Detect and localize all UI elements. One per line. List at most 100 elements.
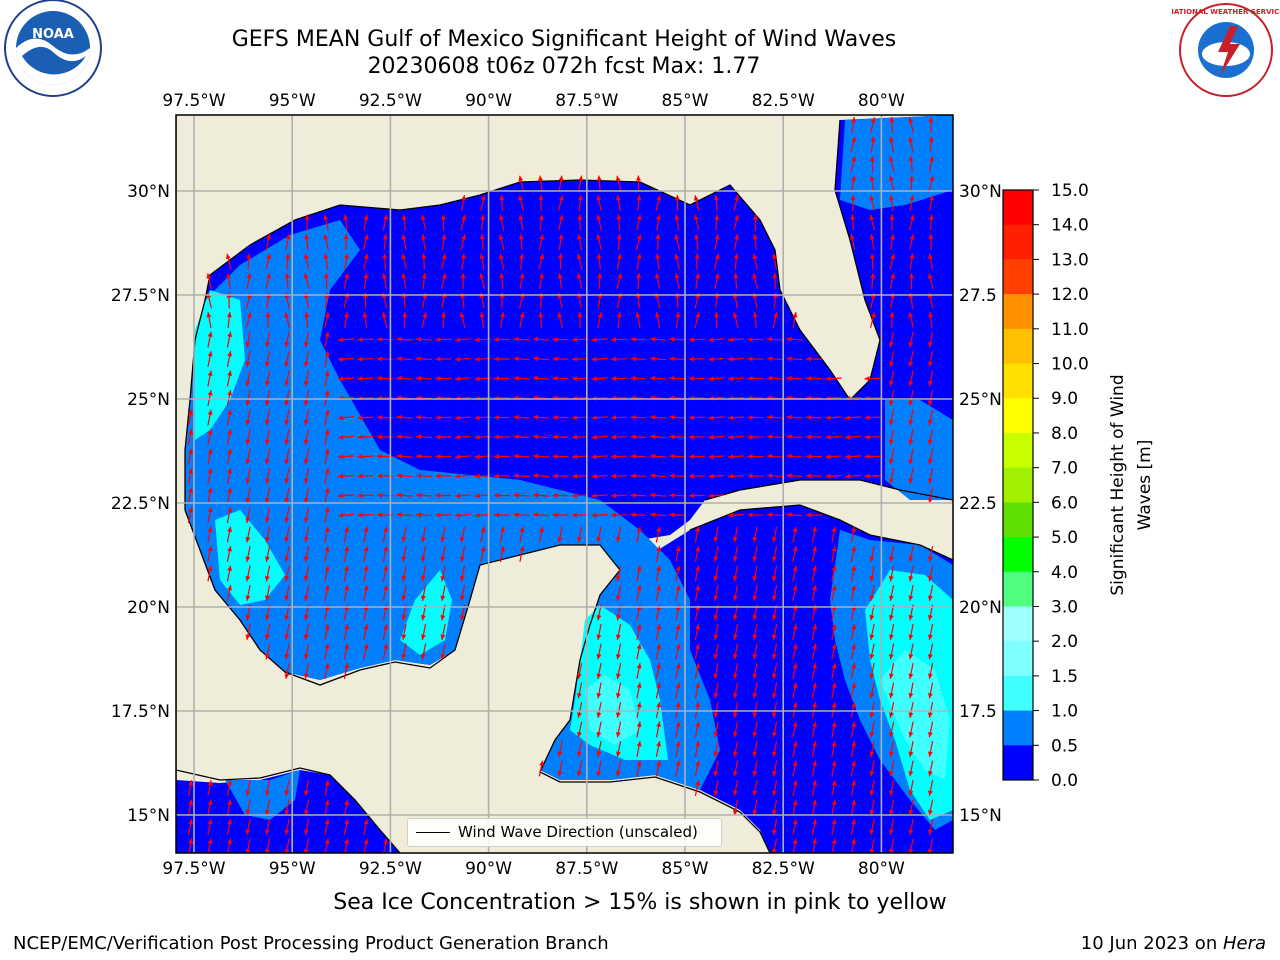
wave-arrow (869, 799, 875, 816)
wave-arrow (630, 473, 647, 479)
wave-arrow (635, 312, 641, 328)
wave-arrow (792, 624, 798, 640)
wave-arrow (324, 487, 330, 504)
wave-arrow (927, 409, 934, 426)
wave-arrow (630, 356, 647, 362)
wave-arrow (343, 253, 349, 270)
wave-arrow (421, 272, 427, 290)
wave-arrow (415, 414, 433, 420)
wave-arrow (766, 414, 784, 420)
wave-arrow (831, 526, 837, 543)
wave-arrow (324, 409, 330, 426)
wave-arrow (636, 624, 642, 640)
wave-arrow (610, 356, 628, 362)
wave-arrow (552, 336, 569, 342)
wave-arrow (362, 234, 369, 250)
wave-arrow (245, 838, 251, 853)
wave-arrow (805, 512, 823, 518)
lat-label-left: 15°N (127, 806, 170, 826)
wave-arrow (792, 682, 798, 699)
wave-arrow (811, 624, 818, 640)
wave-arrow (343, 819, 350, 835)
wave-arrow (864, 415, 881, 421)
wave-arrow (538, 526, 545, 543)
wave-arrow (850, 546, 857, 562)
wave-arrow (732, 624, 739, 640)
wave-arrow (538, 760, 545, 777)
wave-arrow (908, 409, 914, 426)
wave-arrow (207, 448, 213, 465)
wave-arrow (927, 546, 934, 562)
wave-arrow (459, 526, 466, 543)
wave-arrow (927, 799, 934, 816)
wave-arrow (324, 838, 330, 853)
wave-arrow (303, 663, 310, 679)
wave-arrow (655, 253, 661, 270)
wave-arrow (869, 312, 876, 328)
wave-arrow (844, 415, 862, 421)
colorbar-cell (1003, 710, 1033, 746)
wave-arrow (869, 175, 875, 192)
wave-arrow (357, 493, 374, 499)
colorbar-tick-label: 12.0 (1051, 285, 1089, 305)
wave-arrow (284, 507, 290, 523)
wave-arrow (615, 175, 622, 192)
wave-arrow (771, 565, 778, 582)
colorbar-cell (1003, 328, 1033, 365)
wave-arrow (420, 643, 427, 660)
wave-arrow (513, 414, 530, 420)
wave-arrow (596, 195, 602, 211)
wave-arrow (927, 624, 934, 640)
wave-arrow (343, 214, 349, 231)
wave-arrow (708, 493, 725, 499)
lat-label-right: 30°N (959, 182, 1002, 202)
wave-arrow (771, 780, 778, 796)
wave-arrow (454, 493, 472, 499)
wave-arrow (831, 741, 837, 757)
wave-arrow (245, 799, 251, 816)
wave-arrow (519, 526, 525, 543)
wave-arrow (207, 429, 213, 445)
wave-arrow (688, 356, 706, 362)
wave-arrow (675, 624, 681, 640)
wave-arrow (532, 414, 550, 420)
wave-arrow (927, 429, 934, 445)
wave-arrow (552, 414, 569, 420)
wave-arrow (245, 565, 251, 582)
wave-arrow (187, 799, 194, 816)
colorbar-tick-label: 14.0 (1051, 216, 1089, 236)
wave-arrow (513, 434, 530, 440)
wave-arrow (655, 663, 662, 679)
wave-arrow (303, 331, 310, 348)
wave-arrow (226, 311, 232, 329)
wave-arrow (669, 336, 686, 342)
wave-arrow (538, 214, 544, 231)
wave-arrow (908, 546, 914, 562)
wave-arrow (908, 331, 914, 348)
wave-direction-arrows (187, 116, 935, 853)
colorbar-tick-label: 5.0 (1051, 528, 1078, 548)
lon-label-bottom: 90°W (465, 859, 512, 879)
wave-arrow (805, 356, 823, 362)
wave-arrow (576, 663, 583, 679)
wave-arrow (493, 512, 511, 518)
lon-label-top: 97.5°W (162, 91, 225, 111)
wave-arrow (518, 175, 524, 192)
wave-arrow (752, 624, 758, 640)
ocean-mid-waves (185, 115, 953, 830)
colorbar-tick-label: 6.0 (1051, 493, 1078, 513)
wave-arrow (513, 492, 530, 498)
wave-arrow (343, 526, 350, 543)
wave-arrow (402, 311, 408, 329)
wave-arrow (752, 682, 758, 699)
wave-arrow (655, 682, 662, 699)
wave-arrow (552, 492, 569, 498)
wave-arrow (747, 336, 764, 342)
wave-arrow (284, 546, 290, 562)
wave-arrow (324, 565, 330, 582)
wave-arrow (226, 331, 233, 348)
wave-arrow (888, 468, 895, 484)
wave-arrow (363, 643, 369, 660)
colorbar-frame (1002, 189, 1034, 781)
wave-arrow (908, 799, 914, 816)
